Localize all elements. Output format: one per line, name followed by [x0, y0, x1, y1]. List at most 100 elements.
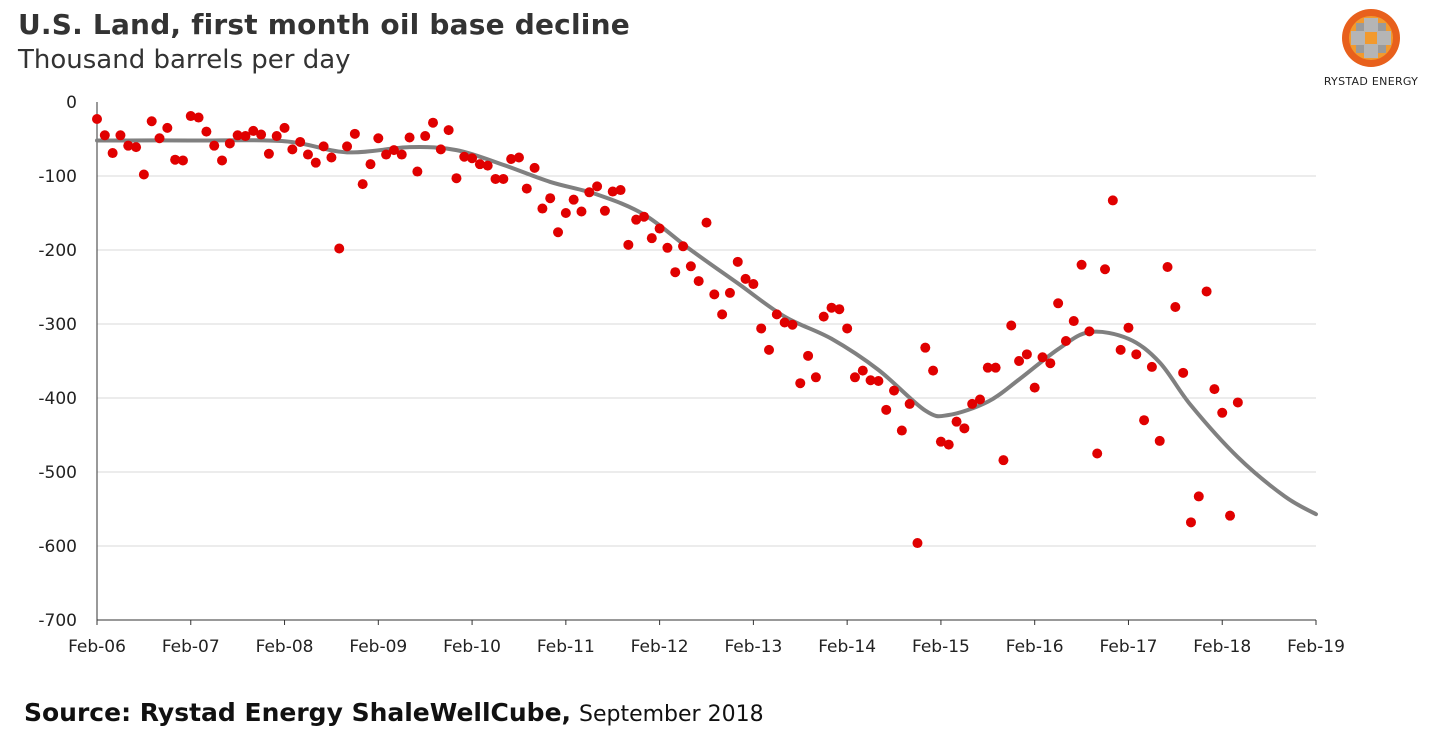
data-point: [302, 149, 313, 160]
data-point: [724, 287, 735, 298]
data-point: [349, 128, 360, 139]
data-point: [474, 159, 485, 170]
data-point: [560, 208, 571, 218]
data-point: [1100, 264, 1111, 275]
data-point: [388, 145, 399, 156]
data-point: [451, 173, 462, 184]
data-point: [865, 375, 876, 386]
data-point: [771, 309, 782, 320]
data-point: [513, 152, 524, 163]
data-point: [912, 538, 923, 549]
x-tick-label: Feb-16: [1006, 637, 1064, 657]
source-date: September 2018: [579, 702, 764, 727]
data-point: [1045, 358, 1056, 369]
y-tick-label: -400: [38, 389, 77, 409]
data-point: [740, 273, 751, 284]
data-point: [217, 155, 228, 166]
data-point: [287, 144, 298, 155]
data-point: [1232, 397, 1243, 408]
data-point: [365, 159, 376, 170]
data-point: [982, 362, 993, 373]
data-point: [295, 136, 306, 147]
x-tick-label: Feb-14: [818, 637, 876, 657]
y-tick-label: 0: [66, 93, 77, 113]
data-point: [381, 149, 392, 160]
data-point: [857, 365, 868, 376]
data-point: [881, 404, 892, 415]
data-point: [92, 114, 102, 125]
data-point: [842, 323, 853, 334]
data-point: [115, 130, 126, 141]
y-tick-label: -600: [38, 537, 77, 557]
data-point: [209, 140, 220, 151]
data-point: [1053, 298, 1064, 309]
data-point: [521, 183, 532, 194]
x-tick-label: Feb-06: [68, 637, 126, 657]
data-point: [998, 455, 1009, 466]
data-point: [717, 309, 728, 320]
x-tick-label: Feb-10: [443, 637, 501, 657]
data-point: [482, 160, 493, 171]
data-point: [920, 342, 931, 353]
data-point: [1021, 349, 1032, 360]
data-point: [646, 233, 657, 244]
data-point: [576, 206, 587, 217]
data-point: [1060, 336, 1071, 347]
x-tick-label: Feb-08: [256, 637, 314, 657]
data-point: [1193, 491, 1204, 502]
data-point: [756, 323, 767, 334]
x-tick-label: Feb-11: [537, 637, 595, 657]
data-point: [467, 153, 478, 164]
data-point: [795, 378, 806, 389]
data-point: [1084, 326, 1095, 337]
x-tick-label: Feb-18: [1193, 637, 1251, 657]
data-point: [1006, 320, 1017, 331]
data-point: [701, 217, 712, 228]
data-point: [787, 319, 798, 330]
data-point: [709, 289, 720, 300]
data-point: [693, 276, 704, 287]
data-point: [1037, 352, 1048, 363]
data-point: [1201, 286, 1212, 297]
y-tick-label: -300: [38, 315, 77, 335]
data-point: [490, 173, 501, 184]
data-point: [607, 186, 618, 197]
x-tick-label: Feb-17: [1100, 637, 1158, 657]
data-point: [185, 111, 196, 122]
data-point: [373, 133, 384, 144]
x-tick-label: Feb-15: [912, 637, 970, 657]
data-point: [584, 187, 595, 198]
y-tick-label: -100: [38, 167, 77, 187]
data-point: [318, 141, 329, 152]
data-point: [279, 122, 290, 133]
data-point: [638, 211, 649, 222]
data-point: [826, 302, 837, 313]
data-point: [326, 152, 337, 163]
data-point: [685, 261, 696, 272]
data-point: [748, 279, 759, 290]
data-point: [435, 144, 446, 155]
x-tick-label: Feb-07: [162, 637, 220, 657]
y-tick-label: -500: [38, 463, 77, 483]
data-point: [1178, 367, 1189, 378]
data-point: [162, 122, 173, 133]
data-point: [1185, 517, 1196, 528]
data-point: [904, 398, 915, 409]
data-point: [240, 131, 251, 142]
y-tick-label: -700: [38, 611, 77, 631]
data-point: [396, 149, 407, 160]
data-point: [654, 223, 665, 234]
data-point: [834, 304, 845, 315]
data-point: [537, 203, 548, 214]
data-point: [263, 148, 274, 159]
x-tick-label: Feb-19: [1287, 637, 1345, 657]
data-point: [662, 242, 673, 253]
data-point: [412, 166, 423, 177]
data-point: [357, 179, 368, 190]
data-point: [592, 181, 603, 192]
data-point: [764, 344, 775, 355]
data-point: [631, 214, 642, 225]
data-point: [146, 116, 157, 127]
data-point: [428, 117, 439, 128]
data-point: [599, 205, 610, 216]
